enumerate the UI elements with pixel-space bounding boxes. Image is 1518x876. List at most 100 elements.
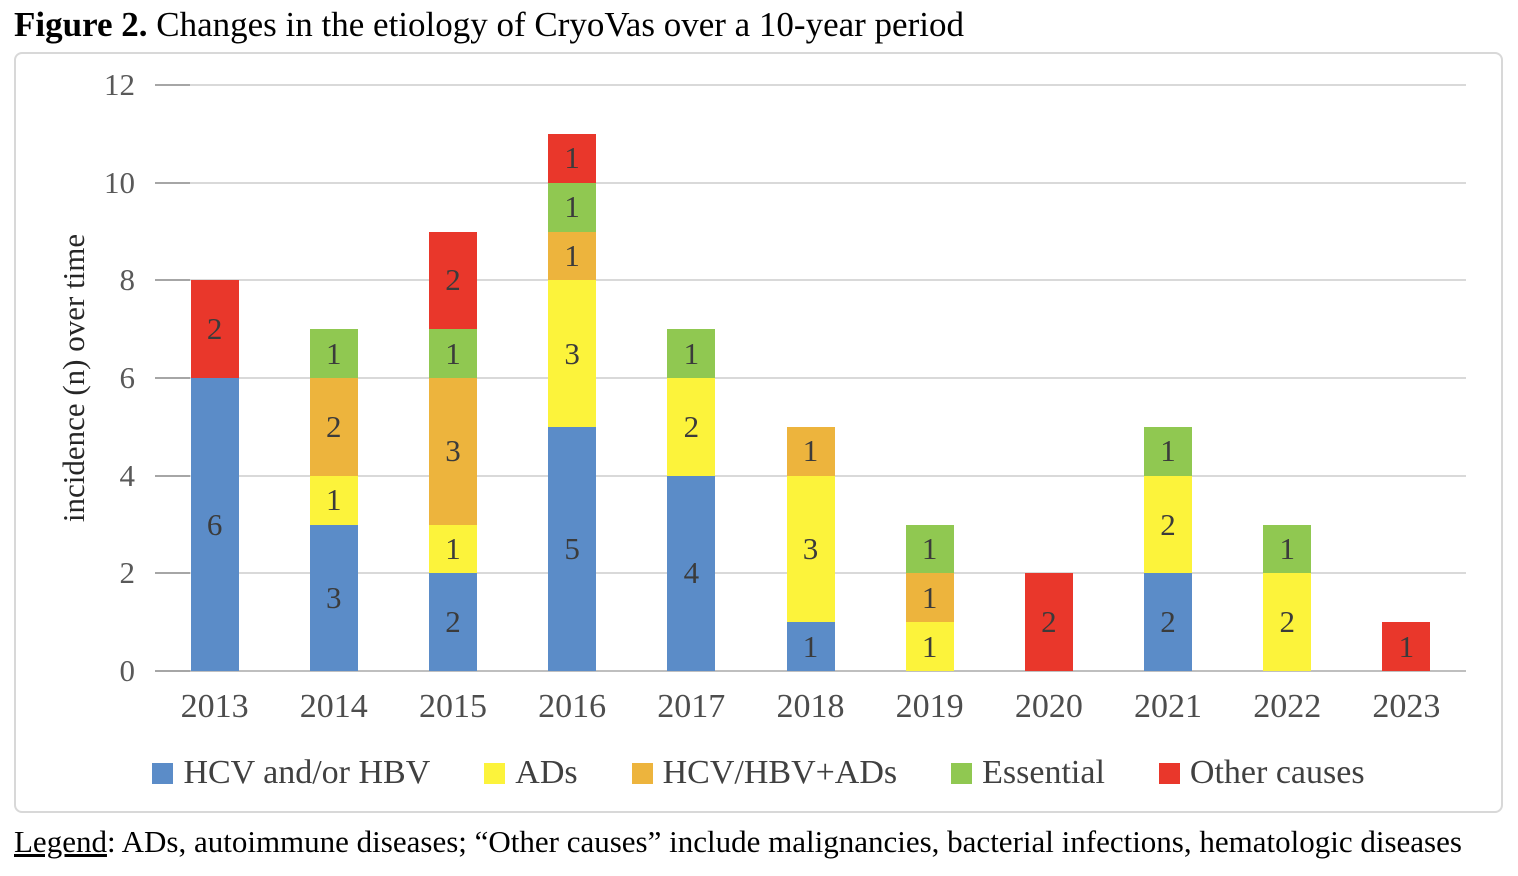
y-axis-tick-label: 6 <box>119 360 136 395</box>
figure-number: Figure 2. <box>14 5 148 44</box>
legend-label: ADs <box>515 754 578 791</box>
y-axis-tick-label: 10 <box>104 164 135 200</box>
bar-segment: 1 <box>428 329 477 379</box>
bar-segment: 4 <box>667 475 716 671</box>
legend-item: ADs <box>484 754 578 792</box>
x-axis-tick-label: 2019 <box>895 688 964 725</box>
bar-segment-value: 2 <box>445 262 461 298</box>
bar-segment: 2 <box>309 378 358 476</box>
bar-segment-value: 1 <box>921 628 938 664</box>
bar-segment-value: 2 <box>683 408 700 444</box>
x-axis-tick-label: 2021 <box>1134 688 1203 725</box>
bar-2023: 1 <box>1382 622 1431 671</box>
y-gridline <box>155 181 1466 184</box>
legend-swatch <box>484 762 506 784</box>
bar-2017: 4 2 1 <box>667 329 716 671</box>
y-gridline <box>155 84 1466 86</box>
legend-swatch <box>1158 762 1180 784</box>
bar-segment-value: 1 <box>683 335 700 371</box>
bar-segment-value: 1 <box>921 530 938 566</box>
legend-label: Other causes <box>1189 754 1365 791</box>
legend-item: HCV/HBV+ADs <box>631 754 897 792</box>
bar-2021: 2 2 1 <box>1144 426 1193 671</box>
legend-label: HCV and/or HBV <box>183 754 431 791</box>
x-axis-tick-label: 2017 <box>657 688 726 725</box>
legend-swatch <box>951 762 973 784</box>
bar-segment-value: 2 <box>445 604 461 640</box>
bar-segment-value: 3 <box>326 579 342 615</box>
chart-legend: HCV and/or HBV ADs HCV/HBV+ADs Essential Oth… <box>16 754 1501 792</box>
bar-segment-value: 3 <box>802 530 819 566</box>
bar-segment: 2 <box>190 280 239 378</box>
bar-segment-value: 2 <box>1160 604 1176 640</box>
bar-segment-value: 2 <box>1041 604 1057 640</box>
bar-segment: 2 <box>667 378 716 476</box>
chart-container: incidence (n) over time 2013 6 2 2014 3 1 2 1 20… <box>14 52 1503 813</box>
bar-segment: 2 <box>428 231 477 330</box>
y-axis-tick <box>155 279 190 282</box>
bar-segment-value: 1 <box>326 335 342 371</box>
y-gridline <box>155 279 1466 282</box>
bar-2016: 5 3 1 1 1 <box>548 133 597 671</box>
bar-segment: 1 <box>548 182 597 232</box>
bar-segment-value: 1 <box>1160 433 1176 469</box>
bar-segment-value: 1 <box>445 335 461 371</box>
bar-segment-value: 2 <box>1279 604 1295 640</box>
bar-segment: 1 <box>309 475 358 525</box>
bar-segment: 1 <box>309 329 358 379</box>
x-axis-tick-label: 2018 <box>776 688 845 725</box>
y-axis-tick <box>155 572 190 575</box>
bar-segment: 1 <box>548 231 597 281</box>
y-axis-tick <box>155 377 190 379</box>
bar-segment: 5 <box>548 426 597 671</box>
bar-segment: 1 <box>1382 622 1431 671</box>
bar-segment-value: 2 <box>326 408 342 444</box>
bar-segment: 2 <box>1144 573 1193 671</box>
bar-segment: 1 <box>786 622 835 671</box>
x-axis-tick-label: 2013 <box>180 688 249 725</box>
bar-segment-value: 1 <box>445 530 461 566</box>
legend-swatch <box>152 762 174 784</box>
figure-title: Figure 2. Changes in the etiology of Cry… <box>14 2 964 48</box>
y-gridline <box>155 377 1466 379</box>
x-axis-tick-label: 2023 <box>1372 688 1441 725</box>
bar-segment: 1 <box>905 622 954 671</box>
x-axis-line <box>155 670 1466 672</box>
y-axis-tick-label: 0 <box>119 653 136 688</box>
bar-segment-value: 5 <box>564 530 580 566</box>
legend-swatch <box>631 762 653 784</box>
bar-2019: 1 1 1 <box>905 524 954 671</box>
legend-item: Essential <box>951 754 1105 792</box>
bar-segment: 3 <box>309 524 358 671</box>
bar-segment-value: 1 <box>802 433 819 469</box>
bar-segment: 1 <box>428 524 477 574</box>
y-axis-tick-label: 4 <box>119 457 136 493</box>
bar-segment-value: 1 <box>564 140 580 176</box>
bar-segment-value: 3 <box>445 433 461 469</box>
bar-segment: 1 <box>905 573 954 623</box>
y-axis-tick <box>155 84 190 86</box>
bar-2014: 3 1 2 1 <box>309 329 358 671</box>
bar-segment-value: 1 <box>564 237 580 273</box>
bar-segment-value: 1 <box>802 628 819 664</box>
x-axis-tick-label: 2020 <box>1014 688 1083 725</box>
x-axis-tick-label: 2014 <box>299 688 368 725</box>
bar-segment-value: 3 <box>564 335 580 371</box>
bar-segment: 1 <box>1144 426 1193 476</box>
bar-segment: 3 <box>786 475 835 623</box>
y-axis-tick-label: 2 <box>119 555 136 591</box>
footnote-text: : ADs, autoimmune diseases; “Other cause… <box>106 824 1462 859</box>
legend-item: HCV and/or HBV <box>152 754 430 792</box>
x-axis-tick-label: 2016 <box>538 688 607 725</box>
bar-segment: 1 <box>905 524 954 574</box>
bar-segment: 1 <box>548 133 597 183</box>
figure-footnote: Legend: ADs, autoimmune diseases; “Other… <box>14 824 1504 860</box>
bar-segment: 2 <box>1024 573 1073 671</box>
bar-segment-value: 4 <box>683 555 700 591</box>
x-axis-tick-label: 2015 <box>418 688 487 725</box>
legend-item: Other causes <box>1158 754 1365 792</box>
bar-segment: 2 <box>1144 475 1193 574</box>
